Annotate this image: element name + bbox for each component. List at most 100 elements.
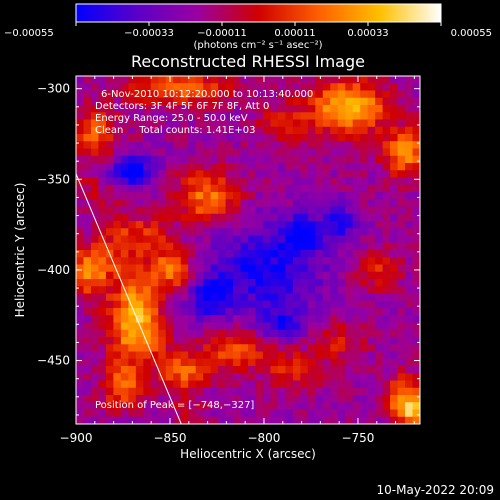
heatmap-cell [292, 286, 301, 295]
heatmap-cell [248, 264, 257, 273]
heatmap-cell [322, 90, 331, 99]
heatmap-cell [165, 170, 174, 179]
heatmap-cell [337, 155, 346, 164]
heatmap-cell [397, 76, 406, 84]
heatmap-cell [367, 387, 376, 396]
heatmap-cell [307, 308, 316, 316]
heatmap-cell [195, 76, 204, 84]
heatmap-cell [390, 366, 399, 374]
heatmap-cell [397, 402, 406, 411]
heatmap-cell [285, 286, 294, 295]
heatmap-cell [233, 402, 242, 411]
heatmap-cell [188, 337, 197, 345]
annotation-detectors: Detectors: 3F 4F 5F 6F 7F 8F, Att 0 [95, 101, 269, 112]
heatmap-cell [173, 163, 182, 171]
heatmap-cell [367, 416, 376, 424]
heatmap-cell [322, 163, 331, 171]
heatmap-cell [188, 242, 197, 251]
heatmap-cell [382, 177, 391, 186]
heatmap-cell [203, 192, 212, 200]
heatmap-cell [337, 358, 346, 367]
heatmap-cell [203, 279, 212, 287]
heatmap-cell [345, 279, 354, 287]
heatmap-cell [360, 264, 369, 273]
heatmap-cell [76, 97, 85, 106]
heatmap-cell [397, 366, 406, 374]
heatmap-cell [225, 271, 234, 280]
heatmap-cell [76, 213, 85, 222]
heatmap-cell [195, 358, 204, 367]
heatmap-cell [90, 329, 100, 338]
heatmap-cell [135, 148, 144, 157]
heatmap-cell [397, 155, 406, 164]
heatmap-cell [248, 155, 257, 164]
heatmap-cell [382, 141, 391, 150]
heatmap-cell [135, 250, 144, 258]
heatmap-cell [330, 134, 339, 142]
heatmap-cell [330, 242, 339, 251]
heatmap-cell [352, 257, 361, 266]
heatmap-cell [330, 387, 339, 396]
heatmap-cell [218, 402, 227, 411]
heatmap-cell [143, 155, 152, 164]
heatmap-cell [412, 416, 420, 424]
heatmap-cell [412, 228, 420, 237]
heatmap-cell [292, 105, 301, 113]
heatmap-cell [367, 184, 376, 193]
heatmap-cell [188, 264, 197, 273]
heatmap-cell [188, 126, 197, 135]
heatmap-cell [382, 90, 391, 99]
heatmap-cell [120, 337, 129, 345]
heatmap-cell [83, 105, 92, 113]
heatmap-cell [307, 409, 316, 418]
heatmap-cell [337, 192, 346, 200]
heatmap-cell [248, 416, 257, 424]
heatmap-cell [180, 199, 189, 208]
heatmap-cell [285, 315, 294, 324]
heatmap-cell [83, 221, 92, 229]
heatmap-cell [135, 373, 144, 382]
heatmap-cell [262, 170, 272, 179]
heatmap-cell [292, 170, 301, 179]
heatmap-cell [315, 322, 324, 331]
heatmap-cell [203, 337, 212, 345]
heatmap-cell [255, 199, 264, 208]
heatmap-cell [98, 358, 107, 367]
heatmap-cell [248, 235, 257, 244]
heatmap-cell [158, 308, 167, 316]
heatmap-cell [113, 119, 122, 128]
heatmap-cell [397, 373, 406, 382]
heatmap-cell [173, 213, 182, 222]
heatmap-cell [300, 141, 309, 150]
heatmap-cell [173, 308, 182, 316]
heatmap-cell [76, 402, 85, 411]
heatmap-cell [345, 315, 354, 324]
heatmap-cell [285, 148, 294, 157]
heatmap-cell [233, 409, 242, 418]
heatmap-cell [188, 170, 197, 179]
heatmap-cell [225, 373, 234, 382]
heatmap-cell [105, 90, 114, 99]
heatmap-cell [285, 293, 294, 302]
heatmap-cell [382, 373, 391, 382]
colorbar-gradient [75, 3, 442, 23]
heatmap-cell [315, 235, 324, 244]
heatmap-cell [255, 228, 264, 237]
heatmap-cell [195, 112, 204, 121]
heatmap-cell [360, 358, 369, 367]
heatmap-cell [76, 112, 85, 121]
heatmap-cell [248, 177, 257, 186]
heatmap-cell [300, 271, 309, 280]
heatmap-cell [105, 257, 114, 266]
heatmap-cell [285, 395, 294, 403]
heatmap-cell [233, 337, 242, 345]
heatmap-cell [345, 112, 354, 121]
heatmap-cell [158, 250, 167, 258]
heatmap-cell [255, 76, 264, 84]
heatmap-cell [203, 409, 212, 418]
heatmap-cell [277, 112, 286, 121]
heatmap-cell [315, 271, 324, 280]
heatmap-cell [135, 83, 144, 92]
heatmap-cell [337, 293, 346, 302]
heatmap-cell [412, 163, 420, 171]
